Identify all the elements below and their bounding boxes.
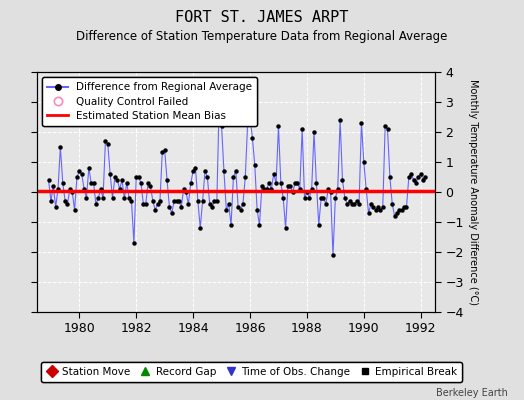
Text: FORT ST. JAMES ARPT: FORT ST. JAMES ARPT (176, 10, 348, 25)
Legend: Station Move, Record Gap, Time of Obs. Change, Empirical Break: Station Move, Record Gap, Time of Obs. C… (40, 362, 463, 382)
Text: Berkeley Earth: Berkeley Earth (436, 388, 508, 398)
Text: Difference of Station Temperature Data from Regional Average: Difference of Station Temperature Data f… (77, 30, 447, 43)
Legend: Difference from Regional Average, Quality Control Failed, Estimated Station Mean: Difference from Regional Average, Qualit… (42, 77, 257, 126)
Y-axis label: Monthly Temperature Anomaly Difference (°C): Monthly Temperature Anomaly Difference (… (468, 79, 478, 305)
